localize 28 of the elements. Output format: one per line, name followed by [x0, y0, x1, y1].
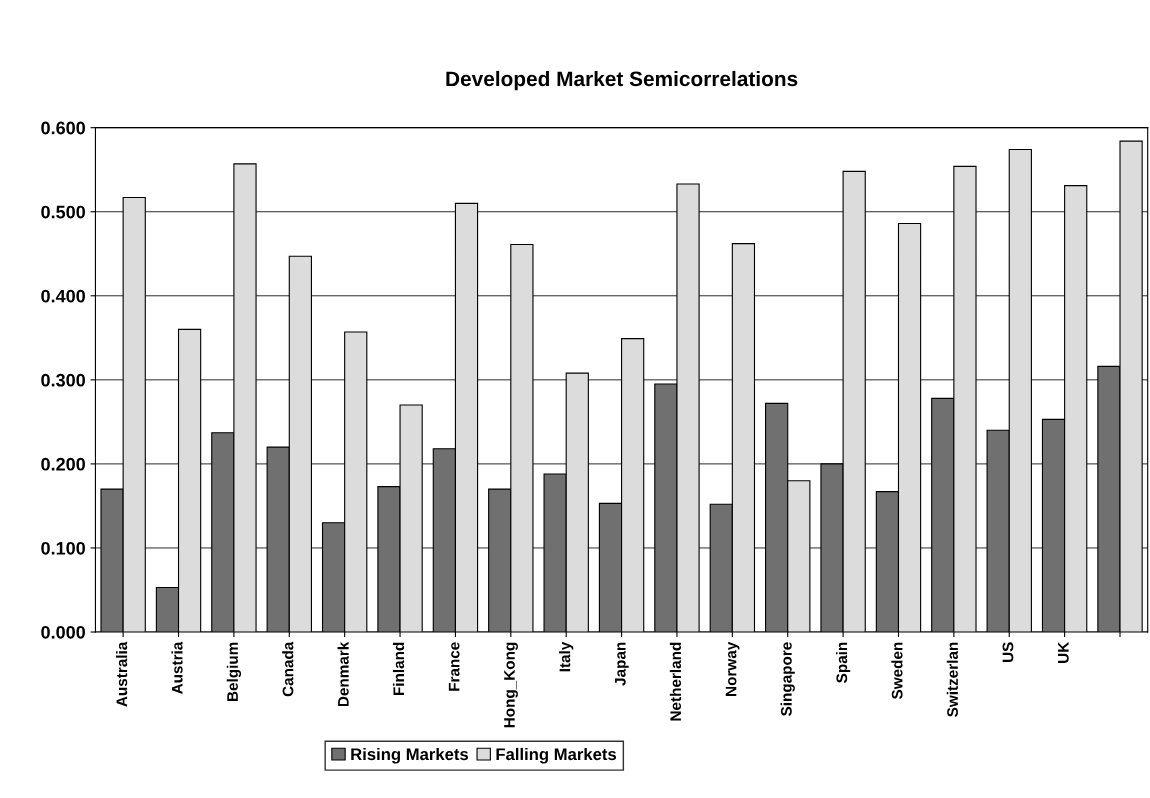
y-tick-label: 0.100: [41, 541, 85, 555]
x-tick-label: Japan: [615, 642, 629, 686]
x-tick-label: Austria: [171, 641, 183, 694]
x-tick-label: Denmark: [337, 641, 349, 707]
x-tick-label: Spain: [835, 642, 851, 683]
x-tick-label: Belgium: [226, 642, 242, 701]
x-tick-label: Sweden: [891, 642, 903, 700]
y-tick-label: 0.500: [41, 205, 85, 219]
legend-label: Falling Markets: [496, 747, 617, 764]
x-tick-label: US: [1002, 642, 1014, 663]
legend-label: Rising Markets: [351, 747, 469, 764]
x-tick-label: UK: [1058, 641, 1069, 663]
x-tick-label: Finland: [392, 642, 405, 696]
y-tick-label: 0.300: [41, 373, 85, 387]
x-tick-label: Switzerlan: [946, 642, 958, 717]
y-tick-label: 0.000: [41, 625, 85, 639]
x-tick-label: Netherland: [669, 642, 682, 721]
x-tick-label: Italy: [559, 641, 574, 672]
x-tick-label: Singapore: [780, 642, 795, 716]
chart-title: Developed Market Semicorrelations: [446, 70, 798, 91]
x-tick-label: Norway: [725, 641, 740, 696]
x-tick-label: Australia: [116, 641, 128, 707]
y-tick-label: 0.200: [41, 457, 85, 471]
x-tick-label: Canada: [282, 641, 294, 697]
y-tick-label: 0.600: [41, 121, 85, 135]
x-tick-label: Hong_Kong: [504, 642, 518, 728]
y-tick-label: 0.400: [41, 289, 85, 303]
x-tick-label: France: [448, 642, 460, 691]
